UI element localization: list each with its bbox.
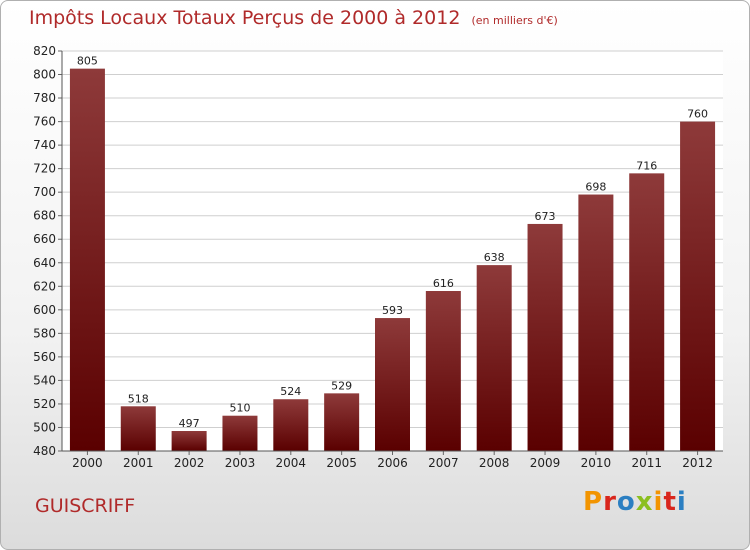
- logo-letter: t: [663, 487, 677, 517]
- bar: [171, 431, 207, 451]
- x-tick-label: 2006: [377, 456, 408, 470]
- x-tick-label: 2000: [72, 456, 103, 470]
- y-tick-label: 560: [33, 350, 56, 364]
- bar: [629, 173, 665, 451]
- y-tick-label: 700: [33, 185, 56, 199]
- y-tick-label: 820: [33, 44, 56, 58]
- y-tick-label: 540: [33, 373, 56, 387]
- y-tick-label: 660: [33, 232, 56, 246]
- logo-letter: x: [635, 487, 654, 517]
- bar: [680, 121, 716, 452]
- bar: [120, 406, 156, 451]
- y-tick-label: 600: [33, 303, 56, 317]
- x-tick-label: 2007: [428, 456, 459, 470]
- proxiti-logo: Proxiti: [583, 487, 687, 517]
- data-label: 616: [433, 277, 454, 290]
- bar: [527, 223, 563, 451]
- bar: [578, 194, 614, 451]
- x-tick-label: 2003: [225, 456, 256, 470]
- logo-letter: o: [616, 487, 636, 517]
- bar: [69, 68, 105, 451]
- x-tick-label: 2010: [581, 456, 612, 470]
- bar: [476, 265, 512, 451]
- bar: [273, 399, 309, 451]
- x-tick-label: 2002: [174, 456, 205, 470]
- x-tick-label: 2004: [276, 456, 307, 470]
- data-label: 497: [179, 417, 200, 430]
- y-tick-label: 520: [33, 397, 56, 411]
- logo-letter: r: [603, 487, 617, 517]
- title-subtitle: (en milliers d'€): [471, 14, 558, 27]
- logo-letter: P: [583, 487, 604, 517]
- data-label: 805: [77, 55, 98, 68]
- data-label: 716: [636, 159, 657, 172]
- data-label: 524: [280, 385, 301, 398]
- data-label: 518: [128, 392, 149, 405]
- x-tick-label: 2001: [123, 456, 154, 470]
- data-label: 593: [382, 304, 403, 317]
- data-label: 673: [535, 210, 556, 223]
- x-tick-label: 2011: [631, 456, 662, 470]
- data-label: 510: [229, 402, 250, 415]
- y-tick-label: 780: [33, 91, 56, 105]
- y-tick-label: 500: [33, 420, 56, 434]
- x-tick-label: 2009: [530, 456, 561, 470]
- y-tick-label: 640: [33, 256, 56, 270]
- data-label: 638: [484, 251, 505, 264]
- bar: [375, 318, 410, 451]
- data-label: 529: [331, 379, 352, 392]
- x-tick-label: 2012: [682, 456, 713, 470]
- title-main: Impôts Locaux Totaux Perçus de 2000 à 20…: [29, 7, 461, 29]
- logo-letter: i: [676, 487, 687, 517]
- y-tick-label: 680: [33, 209, 56, 223]
- y-tick-label: 620: [33, 279, 56, 293]
- y-tick-label: 720: [33, 162, 56, 176]
- y-tick-label: 760: [33, 115, 56, 129]
- x-tick-label: 2005: [326, 456, 357, 470]
- chart-title: Impôts Locaux Totaux Perçus de 2000 à 20…: [29, 7, 558, 29]
- y-tick-label: 480: [33, 444, 56, 458]
- logo-letter: i: [653, 487, 664, 517]
- bar: [324, 393, 360, 451]
- y-tick-label: 800: [33, 68, 56, 82]
- bar: [222, 415, 258, 451]
- x-tick-label: 2008: [479, 456, 510, 470]
- y-tick-label: 580: [33, 326, 56, 340]
- commune-name: GUISCRIFF: [35, 495, 136, 517]
- data-label: 760: [687, 108, 708, 121]
- bar: [425, 291, 461, 451]
- data-label: 698: [585, 181, 606, 194]
- y-tick-label: 740: [33, 138, 56, 152]
